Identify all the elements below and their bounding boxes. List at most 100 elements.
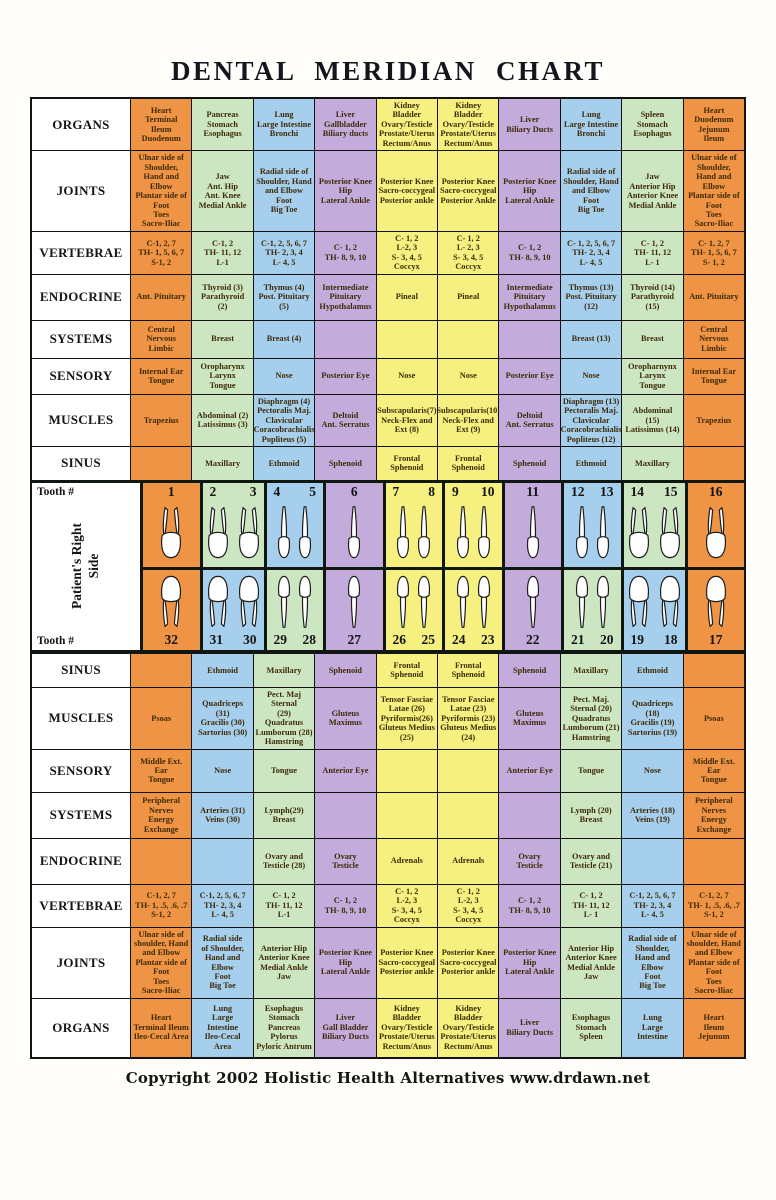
cell-top-endocrine-8: Thymus (13) Post. Pituitary (12)	[559, 274, 622, 320]
cell-bottom-joints-5: Posterior Knee Sacro-coccygeal Posterior…	[375, 927, 438, 998]
meridian-chart-table: ORGANS Heart Terminal Ileum Duodenum Pancr…	[30, 97, 746, 1059]
cell-bottom-sinus-7: Sphenoid	[498, 653, 560, 687]
cell-bottom-vertebrae-2: C-1, 2, 5, 6, 7 TH- 2, 3, 4 L- 4, 5	[191, 884, 253, 927]
cell-top-sinus-5: Frontal Sphenoid	[375, 446, 438, 480]
cell-top-systems-1: Central Nervous Limbic	[130, 320, 192, 358]
tooth-number: 24	[452, 631, 466, 647]
row-label-muscles-bottom: MUSCLES	[32, 687, 130, 749]
tooth-numbers: 6	[326, 483, 383, 500]
cell-top-vertebrae-6: C- 1, 2 L- 2, 3 S- 3, 4, 5 Coccyx	[437, 231, 499, 274]
tooth-images	[445, 500, 502, 567]
row-systems-bottom: SYSTEMS Peripheral Nerves Energy Exchange…	[32, 791, 745, 838]
cell-top-sensory-9: Oropharnynx Larynx Tongue	[621, 358, 683, 394]
tooth-cell-upper-6: 9 10	[445, 482, 502, 570]
cell-top-sensory-3: Nose	[252, 358, 315, 394]
cell-bottom-vertebrae-6: C- 1, 2 L-2, 3 S- 3, 4, 5 Coccyx	[437, 884, 499, 927]
cell-bottom-sinus-10	[682, 653, 745, 687]
cell-bottom-sinus-9: Ethmoid	[621, 653, 683, 687]
tooth-cell-upper-9: 14 15	[623, 482, 685, 570]
cell-top-joints-7: Posterior Knee Hip Lateral Ankle	[498, 151, 560, 231]
cell-bottom-sensory-2: Nose	[191, 749, 253, 792]
tooth-numbers: 14 15	[624, 483, 685, 500]
teeth-label-cell: Tooth # Patient's Right Side Tooth #	[32, 482, 140, 650]
tooth-images	[386, 500, 443, 567]
tooth-icon	[207, 575, 228, 628]
tooth-number: 32	[164, 631, 179, 647]
tooth-number: 17	[709, 631, 723, 647]
cell-top-endocrine-9: Thyroid (14) Parathyroid (15)	[621, 274, 683, 320]
cell-top-organs-7: Liver Biliary Ducts	[498, 99, 560, 151]
cell-bottom-systems-7	[498, 792, 560, 838]
cell-top-sensory-5: Nose	[375, 358, 438, 394]
tooth-number-label-bottom: Tooth #	[37, 634, 74, 647]
tooth-number: 30	[243, 631, 257, 647]
tooth-number: 16	[709, 483, 723, 499]
cell-top-endocrine-1: Ant. Pituitary	[130, 274, 192, 320]
cell-top-vertebrae-10: C- 1, 2, 7 TH- 1, 5, 6, 7 S- 1, 2	[682, 231, 745, 274]
tooth-number: 23	[481, 631, 495, 647]
row-label-vertebrae-top: VERTEBRAE	[32, 231, 130, 274]
cell-top-vertebrae-1: C-1, 2, 7 TH- 1, 5, 6, 7 S-1, 2	[130, 231, 192, 274]
cell-bottom-muscles-5: Tensor Fasciae Latae (26) Pyriformis(26)…	[375, 687, 438, 749]
tooth-number: 21	[571, 631, 585, 647]
cell-top-sinus-1	[130, 446, 192, 480]
tooth-images	[445, 570, 502, 632]
tooth-number: 5	[309, 483, 316, 499]
cell-bottom-muscles-4: Gluteus Maximus	[314, 687, 376, 749]
tooth-number: 28	[302, 631, 317, 647]
row-muscles-top: MUSCLES Trapezius Abdominal (2) Latissimus…	[32, 393, 745, 446]
cell-bottom-endocrine-3: Ovary and Testicle (28)	[252, 838, 315, 884]
tooth-number: 12	[571, 483, 585, 499]
tooth-images	[624, 500, 685, 567]
tooth-column-9: 14 15 19 18	[620, 482, 685, 650]
tooth-images	[505, 500, 562, 567]
cell-bottom-sensory-10: Middle Ext. Ear Tongue	[682, 749, 745, 792]
tooth-numbers: 22	[505, 632, 562, 650]
cell-top-organs-4: Liver Gallbladder Biliary ducts	[314, 99, 376, 151]
tooth-column-4: 6 27	[323, 482, 383, 650]
cell-bottom-muscles-9: Quadriceps (18) Gracilis (19) Sartorius …	[621, 687, 683, 749]
tooth-images	[564, 570, 621, 632]
cell-bottom-organs-1: Heart Terminal Ileum Ileo-Cecal Area	[130, 998, 192, 1057]
cell-bottom-joints-4: Posterior Knee Hip Lateral Ankle	[314, 927, 376, 998]
tooth-number: 22	[526, 631, 540, 647]
cell-top-joints-10: Ulnar side of Shoulder, Hand and Elbow P…	[682, 151, 745, 231]
tooth-number: 8	[428, 483, 435, 499]
tooth-images	[564, 500, 621, 567]
cell-top-vertebrae-2: C-1, 2 TH- 11, 12 L-1	[191, 231, 253, 274]
tooth-number: 20	[600, 631, 614, 647]
cell-top-vertebrae-7: C- 1, 2 TH- 8, 9, 10	[498, 231, 560, 274]
cell-top-systems-3: Breast (4)	[252, 320, 315, 358]
tooth-number: 14	[630, 483, 645, 499]
cell-top-sensory-4: Posterior Eye	[314, 358, 376, 394]
tooth-number: 9	[452, 483, 459, 499]
cell-top-sinus-3: Ethmoid	[252, 446, 315, 480]
tooth-images	[203, 570, 264, 632]
cell-top-endocrine-4: Intermediate Pituitary Hypothalamus	[314, 274, 376, 320]
tooth-numbers: 26 25	[386, 632, 443, 650]
tooth-column-5: 7 8 26 25	[382, 482, 443, 650]
cell-top-vertebrae-8: C- 1, 2, 5, 6, 7 TH- 2, 3, 4 L- 4, 5	[559, 231, 622, 274]
tooth-icon	[348, 506, 361, 559]
cell-top-muscles-9: Abdominal (15) Latissimus (14)	[621, 394, 683, 446]
row-label-sinus-bottom: SINUS	[32, 653, 130, 687]
tooth-column-6: 9 10 24 23	[442, 482, 502, 650]
cell-top-organs-8: Lung Large Intestine Bronchi	[559, 99, 622, 151]
row-label-sinus-top: SINUS	[32, 446, 130, 480]
cell-top-muscles-2: Abdominal (2) Latissimus (3)	[191, 394, 253, 446]
cell-top-muscles-4: Deltoid Ant. Serratus	[314, 394, 376, 446]
cell-bottom-systems-8: Lymph (20) Breast	[559, 792, 622, 838]
tooth-images	[143, 500, 200, 567]
cell-bottom-joints-10: Ulnar side of shoulder, Hand and Elbow P…	[682, 927, 745, 998]
tooth-column-1: 1 32	[140, 482, 200, 650]
row-label-vertebrae-bottom: VERTEBRAE	[32, 884, 130, 927]
tooth-numbers: 17	[688, 632, 745, 650]
tooth-cell-lower-2: 31 30	[202, 569, 264, 650]
tooth-icon	[161, 507, 182, 559]
cell-bottom-muscles-10: Psoas	[682, 687, 745, 749]
cell-top-endocrine-3: Thymus (4) Post. Pituitary (5)	[252, 274, 315, 320]
cell-top-organs-9: Spleen Stomach Esophagus	[621, 99, 683, 151]
cell-bottom-muscles-8: Pect. Maj. Sternal (20) Quadratus Lumbor…	[559, 687, 622, 749]
